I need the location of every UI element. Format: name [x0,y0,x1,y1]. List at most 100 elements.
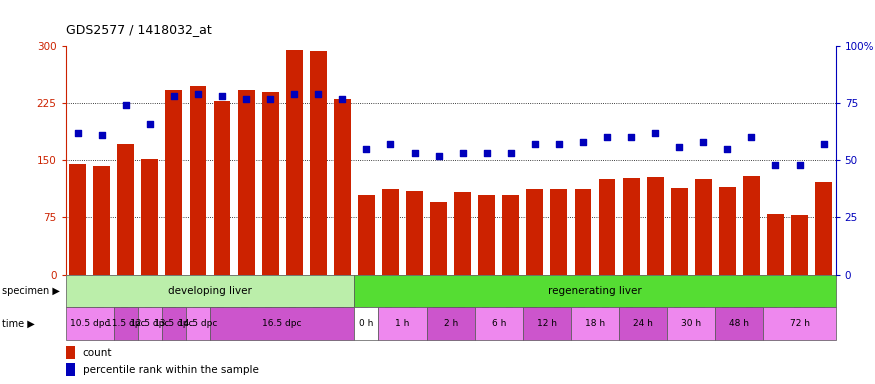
Bar [430,202,447,275]
Bar [286,50,303,275]
Point [239,96,253,102]
Bar [816,182,832,275]
Bar [571,307,620,340]
Bar [695,179,711,275]
Bar [671,188,688,275]
Point [408,151,422,157]
Text: developing liver: developing liver [168,286,252,296]
Text: regenerating liver: regenerating liver [548,286,642,296]
Bar [354,275,836,307]
Bar [791,215,808,275]
Point [480,151,494,157]
Point [167,93,181,99]
Text: 16.5 dpc: 16.5 dpc [262,319,302,328]
Point [215,93,229,99]
Bar [763,307,836,340]
Point [335,96,349,102]
Point [312,91,326,97]
Bar [117,144,134,275]
Bar [114,307,138,340]
Bar [310,51,326,275]
Point [696,139,710,145]
Point [624,134,638,141]
Bar [719,187,736,275]
Text: 12.5 dpc: 12.5 dpc [130,319,170,328]
Bar [523,307,571,340]
Bar [354,307,379,340]
Text: 10.5 dpc: 10.5 dpc [70,319,109,328]
Bar [358,195,374,275]
Bar [190,86,206,275]
Text: 72 h: 72 h [789,319,809,328]
Bar [162,307,186,340]
Text: percentile rank within the sample: percentile rank within the sample [82,365,258,375]
Text: 1 h: 1 h [396,319,410,328]
Text: 30 h: 30 h [682,319,702,328]
Bar [406,191,423,275]
Bar [262,92,278,275]
Bar [575,189,592,275]
Bar [186,307,210,340]
Text: count: count [82,348,112,358]
Bar [550,189,567,275]
Point [456,151,470,157]
Point [720,146,734,152]
Bar [334,99,351,275]
Bar [66,307,114,340]
Text: 18 h: 18 h [585,319,605,328]
Bar [527,189,543,275]
Text: 11.5 dpc: 11.5 dpc [106,319,145,328]
Point [768,162,782,168]
Point [94,132,108,138]
Point [576,139,590,145]
Text: GDS2577 / 1418032_at: GDS2577 / 1418032_at [66,23,212,36]
Point [360,146,374,152]
Bar [598,179,615,275]
Bar [214,101,230,275]
Bar [66,275,354,307]
Point [552,141,566,147]
Bar [142,159,158,275]
Point [287,91,301,97]
Text: 12 h: 12 h [537,319,556,328]
Bar [668,307,716,340]
Bar [502,195,519,275]
Point [600,134,614,141]
Text: 6 h: 6 h [492,319,506,328]
Bar [716,307,763,340]
Text: 14.5 dpc: 14.5 dpc [178,319,218,328]
Bar [165,90,182,275]
Bar [767,214,784,275]
Text: 13.5 dpc: 13.5 dpc [154,319,193,328]
Bar [479,195,495,275]
Bar [623,178,640,275]
Bar [94,166,110,275]
Point [383,141,397,147]
Point [672,144,686,150]
Point [143,121,157,127]
Text: 2 h: 2 h [444,319,458,328]
Text: time ▶: time ▶ [2,318,34,329]
Bar [238,90,255,275]
Text: 48 h: 48 h [730,319,749,328]
Bar [138,307,162,340]
Point [816,141,830,147]
Bar [454,192,471,275]
Text: 0 h: 0 h [360,319,374,328]
Bar [66,363,75,376]
Point [793,162,807,168]
Bar [427,307,475,340]
Bar [382,189,399,275]
Point [191,91,205,97]
Point [119,103,133,109]
Text: 24 h: 24 h [634,319,653,328]
Point [504,151,518,157]
Bar [379,307,427,340]
Bar [69,164,86,275]
Point [263,96,277,102]
Point [528,141,542,147]
Bar [475,307,523,340]
Text: specimen ▶: specimen ▶ [2,286,60,296]
Bar [647,177,663,275]
Point [648,130,662,136]
